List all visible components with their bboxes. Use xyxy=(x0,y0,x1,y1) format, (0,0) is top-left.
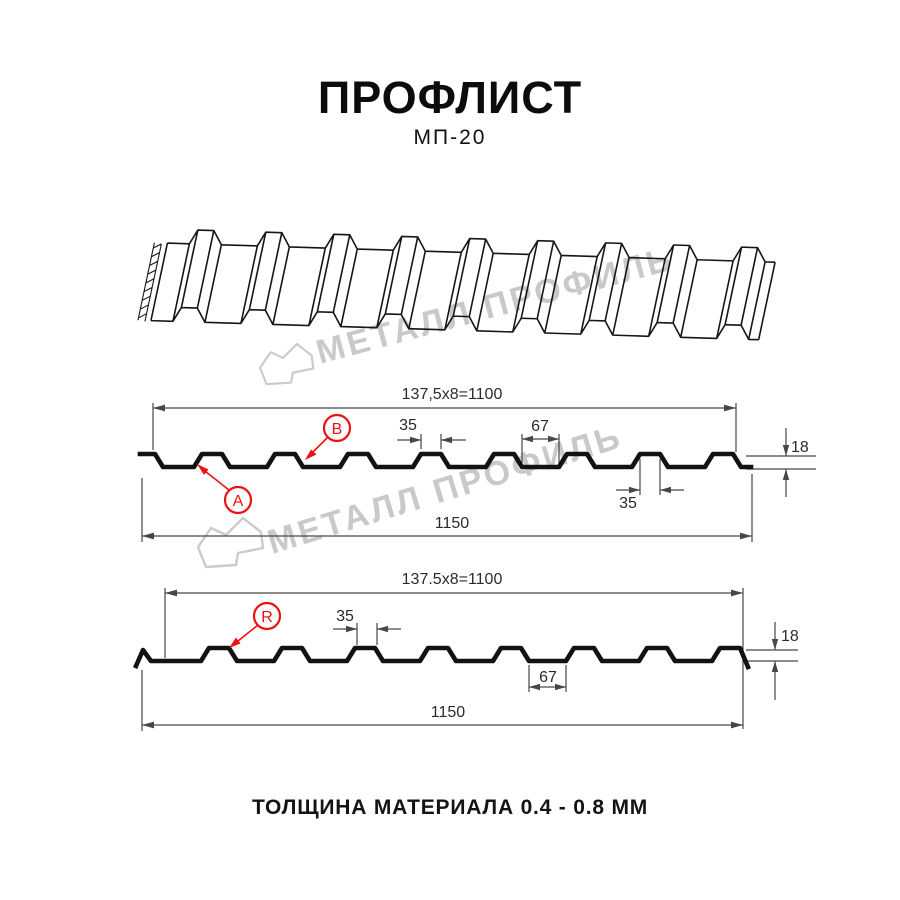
profile-3d-lines xyxy=(150,229,776,341)
metall-profil-logo-icon xyxy=(258,342,315,386)
dim-rib-width-top: 35 xyxy=(399,417,417,434)
metall-profil-logo-icon xyxy=(196,516,265,569)
dim-overall-width: 1150 xyxy=(431,704,466,721)
dimension-lines xyxy=(141,403,816,542)
watermark-text: МЕТАЛЛ ПРОФИЛЬ xyxy=(312,240,678,372)
dim-profile-height: 18 xyxy=(791,439,809,456)
cross-section-ab: 137,5x8=1100 35 67 18 35 1150 A B xyxy=(137,386,816,542)
marker-b-label: B xyxy=(332,421,343,438)
profile-outline-r xyxy=(132,645,752,671)
profile-3d-view xyxy=(137,229,776,341)
dim-rib-width-bottom: 35 xyxy=(619,495,637,512)
profile-outline-ab xyxy=(137,451,754,470)
dim-valley-width: 67 xyxy=(531,418,549,435)
marker-b: B xyxy=(305,413,352,460)
marker-a: A xyxy=(197,464,253,515)
marker-a-label: A xyxy=(233,493,244,510)
dim-pitch-formula: 137.5x8=1100 xyxy=(402,571,503,588)
dim-pitch-formula: 137,5x8=1100 xyxy=(402,386,503,403)
page-subtitle: МП-20 xyxy=(413,126,487,149)
cross-section-r: 137.5x8=1100 35 67 18 1150 R xyxy=(132,571,799,731)
marker-r-label: R xyxy=(261,609,273,626)
dim-profile-height: 18 xyxy=(781,628,799,645)
dim-valley-width: 67 xyxy=(539,669,557,686)
dim-rib-width-top: 35 xyxy=(336,608,354,625)
page-title: ПРОФЛИСТ xyxy=(317,72,583,123)
profile-3d-edge-hatch xyxy=(137,242,162,322)
material-thickness-note: ТОЛЩИНА МАТЕРИАЛА 0.4 - 0.8 ММ xyxy=(251,796,649,819)
marker-r: R xyxy=(229,601,282,648)
dim-overall-width: 1150 xyxy=(435,515,470,532)
